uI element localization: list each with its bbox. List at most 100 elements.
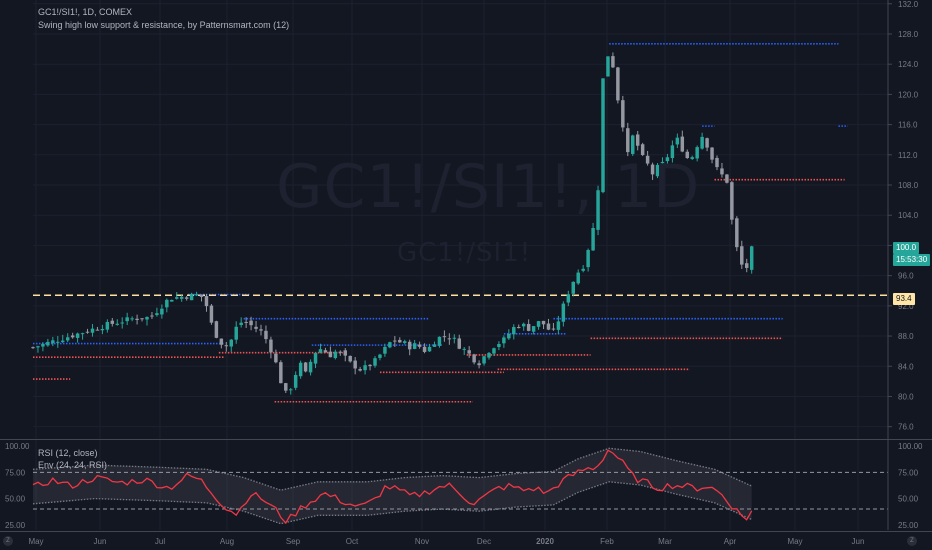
candle-body (521, 323, 526, 327)
time-axis-label: Nov (415, 537, 429, 546)
level-chip[interactable]: 93.4 (893, 293, 915, 305)
candle-body (611, 56, 615, 68)
price-tick-label: 120.0 (898, 90, 919, 99)
candle-body (477, 363, 481, 366)
candle-body (447, 338, 452, 340)
price-tick-label: 116.0 (898, 121, 918, 130)
time-axis-label: Jun (852, 537, 865, 546)
candle-body (492, 348, 496, 354)
candle-body (170, 299, 174, 302)
candle-body (621, 100, 625, 128)
env-label: Env (24, 24, RSI) (38, 460, 108, 470)
candle-body (214, 321, 219, 338)
candle-body (650, 164, 655, 175)
candle-body (125, 317, 129, 322)
candle-body (407, 341, 412, 350)
time-axis-label: Oct (346, 537, 359, 546)
candle-body (412, 343, 417, 349)
candle-body (690, 157, 694, 159)
candle-body (363, 365, 367, 371)
candle-body (95, 329, 100, 331)
candle-body (358, 369, 362, 371)
last-price-chip: 100.0 (893, 242, 920, 254)
time-axis-label: Feb (600, 537, 614, 546)
candle-body (259, 329, 263, 331)
candle-body (531, 326, 536, 332)
candle-body (710, 147, 714, 160)
candle-body (140, 318, 144, 320)
candle-body (398, 339, 402, 343)
candle-body (422, 346, 427, 352)
candle-body (735, 218, 739, 248)
rsi-line (32, 449, 753, 525)
rsi-envelope-fill (33, 448, 752, 524)
candle-body (80, 333, 85, 335)
time-axis-label: Mar (658, 537, 672, 546)
candle-body (333, 351, 338, 359)
candle-body (546, 323, 551, 330)
candle-body (229, 339, 233, 347)
candle-body (249, 320, 253, 326)
time-axis-label: Dec (477, 537, 491, 546)
rsi-tick-label-left: 75.00 (5, 468, 26, 477)
candle-body (442, 336, 447, 338)
candle-body (150, 315, 154, 317)
candle-body (328, 351, 333, 358)
time-axis-label: Jun (94, 537, 107, 546)
candle-body (90, 328, 95, 333)
candle-body (720, 168, 724, 175)
candle-body (655, 164, 660, 177)
candle-body (616, 67, 620, 101)
indicator-title: Swing high low support & resistance, by … (38, 20, 290, 30)
rsi-tick-label-right: 25.00 (898, 521, 919, 530)
candle-body (591, 228, 595, 251)
candle-body (209, 305, 214, 323)
candle-body (239, 322, 243, 326)
candle-body (105, 321, 110, 330)
candle-body (353, 360, 357, 369)
time-axis-label: May (28, 537, 43, 546)
candle-body (482, 356, 486, 364)
candle-body (179, 296, 184, 299)
watermark-small: GC1!/SI1! (397, 238, 532, 268)
candle-body (219, 338, 224, 345)
candle-body (199, 294, 204, 297)
candle-body (427, 346, 432, 352)
candle-body (56, 341, 60, 343)
candle-body (541, 320, 546, 325)
candle-body (432, 344, 437, 347)
candle-body (298, 362, 303, 377)
time-axis-label: Sep (286, 537, 301, 546)
candle-body (160, 308, 164, 315)
candle-body (318, 349, 323, 353)
candle-body (274, 353, 278, 363)
candle-body (85, 331, 90, 333)
candle-body (338, 351, 343, 353)
watermark-big: GC1!/SI1!, 1D (276, 152, 701, 222)
price-tick-label: 76.0 (898, 423, 914, 432)
candle-body (343, 350, 347, 356)
candle-body (512, 327, 516, 335)
candle-body (700, 136, 704, 149)
price-tick-label: 88.0 (898, 332, 914, 341)
candle-body (640, 144, 645, 156)
candle-body (204, 296, 209, 307)
price-tick-label: 128.0 (898, 30, 919, 39)
candle-body (740, 246, 744, 265)
candle-body (596, 190, 600, 230)
candle-body (368, 364, 372, 367)
candle-body (308, 361, 313, 373)
candle-body (730, 182, 734, 220)
candle-body (75, 333, 80, 338)
timezone-icon-left[interactable]: Z (3, 536, 13, 546)
candle-body (289, 389, 293, 391)
candle-body (130, 318, 134, 320)
rsi-tick-label-right: 100.00 (898, 442, 923, 451)
candle-body (65, 337, 70, 341)
timezone-icon-right[interactable]: Z (907, 536, 917, 546)
candle-body (586, 250, 590, 268)
price-tick-label: 80.0 (898, 392, 914, 401)
candles (31, 52, 754, 395)
